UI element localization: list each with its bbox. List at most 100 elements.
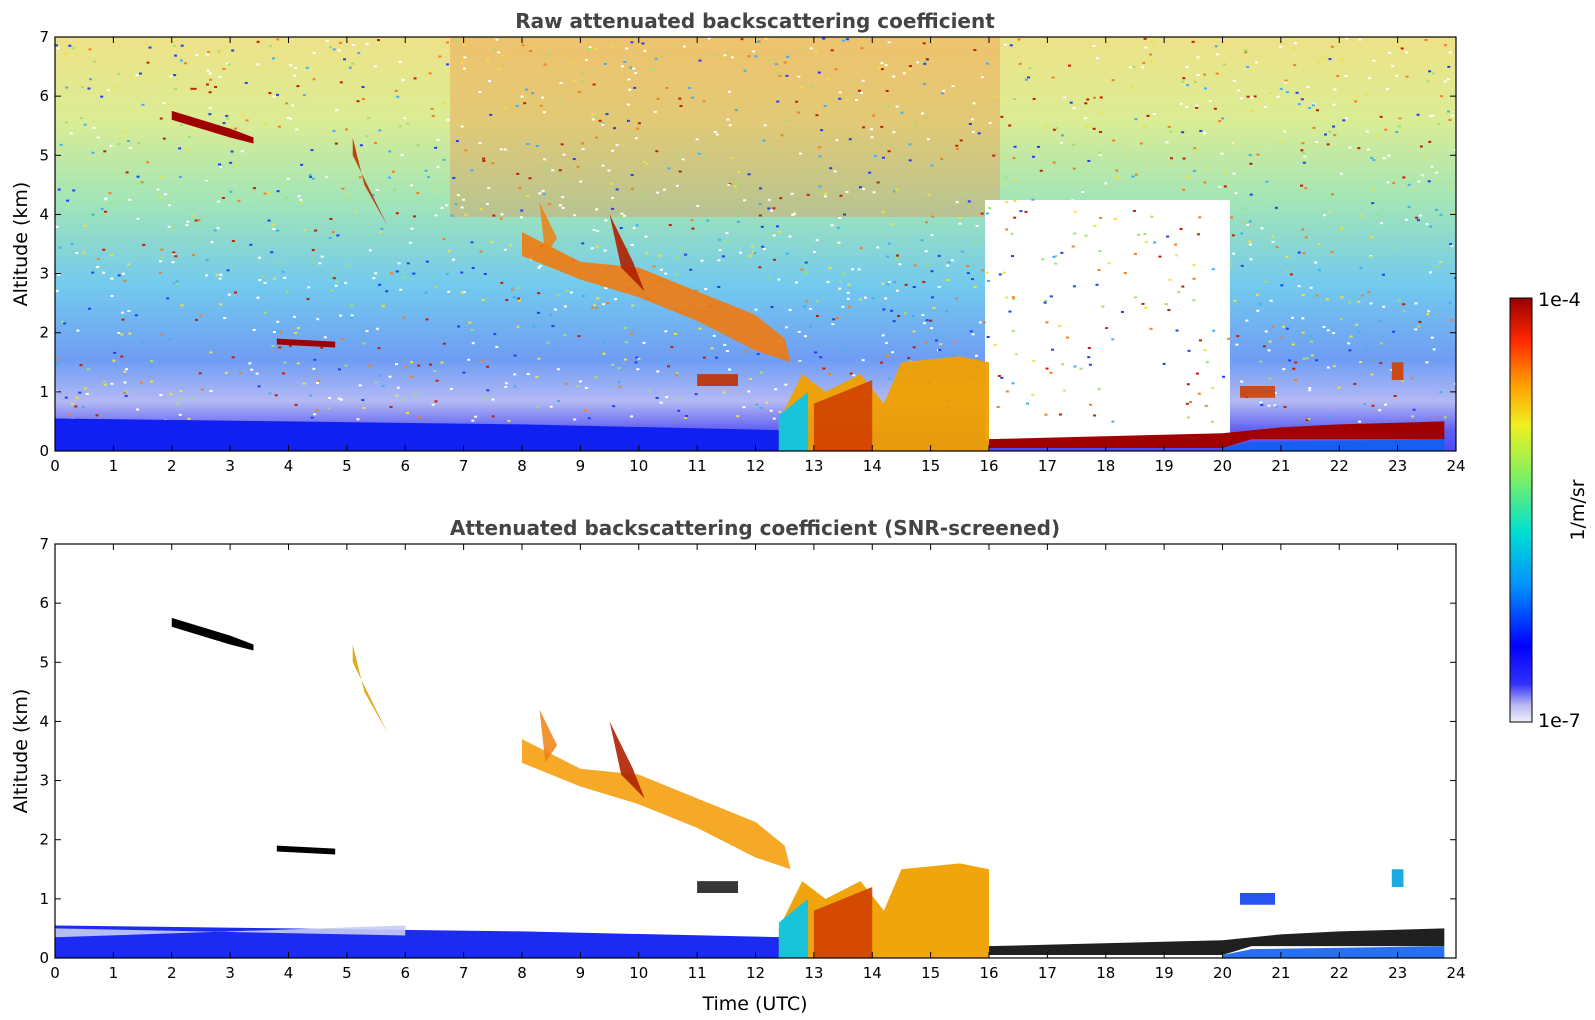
noise-pixel <box>1222 63 1226 66</box>
noise-pixel <box>818 146 822 149</box>
noise-pixel <box>1394 74 1398 77</box>
noise-pixel <box>1039 263 1043 266</box>
noise-pixel <box>1249 162 1253 165</box>
noise-pixel <box>368 249 372 252</box>
layer-streak <box>609 214 645 292</box>
noise-pixel <box>187 135 191 138</box>
noise-pixel <box>698 59 702 62</box>
noise-pixel <box>1086 125 1090 128</box>
noise-pixel <box>598 119 602 122</box>
noise-pixel <box>1428 271 1432 274</box>
noise-pixel <box>819 356 823 359</box>
noise-pixel <box>887 242 891 245</box>
noise-pixel <box>1253 95 1257 98</box>
noise-pixel <box>379 231 383 234</box>
noise-pixel <box>470 328 474 331</box>
noise-pixel <box>1243 221 1247 224</box>
noise-pixel <box>272 95 276 98</box>
noise-pixel <box>769 148 773 151</box>
noise-pixel <box>1284 81 1288 84</box>
noise-pixel <box>892 75 896 78</box>
noise-pixel <box>576 385 580 388</box>
noise-pixel <box>289 117 293 120</box>
noise-pixel <box>1333 88 1337 91</box>
noise-pixel <box>675 256 679 259</box>
noise-pixel <box>767 198 771 201</box>
noise-pixel <box>631 304 635 307</box>
noise-pixel <box>445 41 449 44</box>
noise-pixel <box>1315 109 1319 112</box>
noise-pixel <box>772 234 776 237</box>
noise-pixel <box>1301 294 1305 297</box>
noise-pixel <box>775 225 779 228</box>
noise-pixel <box>1013 145 1017 148</box>
noise-pixel <box>103 150 107 153</box>
noise-pixel <box>136 182 140 185</box>
noise-pixel <box>665 396 669 399</box>
noise-pixel <box>1297 251 1301 254</box>
noise-pixel <box>1204 404 1208 407</box>
noise-pixel <box>620 212 624 215</box>
noise-pixel <box>855 99 859 102</box>
noise-pixel <box>104 210 108 213</box>
noise-pixel <box>618 385 622 388</box>
noise-pixel <box>1040 297 1044 300</box>
noise-pixel <box>663 188 667 191</box>
x-tick-label: 24 <box>1446 964 1465 982</box>
noise-pixel <box>1367 148 1371 151</box>
noise-pixel <box>1003 231 1007 234</box>
noise-pixel <box>1192 264 1196 267</box>
noise-pixel <box>1104 182 1108 185</box>
noise-pixel <box>89 78 93 81</box>
noise-pixel <box>619 226 623 229</box>
noise-pixel <box>388 150 392 153</box>
noise-pixel <box>1192 277 1196 280</box>
noise-pixel <box>1265 180 1269 183</box>
noise-pixel <box>632 67 636 70</box>
noise-pixel <box>718 249 722 252</box>
noise-pixel <box>1135 389 1139 392</box>
noise-pixel <box>803 47 807 50</box>
noise-pixel <box>980 76 984 79</box>
noise-pixel <box>320 255 324 258</box>
noise-pixel <box>178 175 182 178</box>
noise-pixel <box>827 77 831 80</box>
noise-pixel <box>912 286 916 289</box>
noise-pixel <box>1144 46 1148 49</box>
noise-pixel <box>1295 91 1299 94</box>
x-tick-label: 22 <box>1330 964 1349 982</box>
noise-pixel <box>1072 285 1076 288</box>
noise-pixel <box>302 382 306 385</box>
noise-pixel <box>584 59 588 62</box>
noise-pixel <box>546 341 550 344</box>
noise-pixel <box>146 61 150 64</box>
noise-pixel <box>1146 114 1150 117</box>
noise-pixel <box>1416 113 1420 116</box>
noise-pixel <box>1197 392 1201 395</box>
cloud-core <box>813 887 873 958</box>
noise-pixel <box>1244 51 1248 54</box>
noise-pixel <box>551 169 555 172</box>
noise-pixel <box>1026 402 1030 405</box>
noise-pixel <box>747 390 751 393</box>
noise-pixel <box>1164 303 1168 306</box>
noise-pixel <box>79 364 83 367</box>
noise-pixel <box>406 122 410 125</box>
noise-pixel <box>604 287 608 290</box>
noise-pixel <box>222 122 226 125</box>
noise-pixel <box>691 227 695 230</box>
noise-pixel <box>845 99 849 102</box>
noise-pixel <box>643 161 647 164</box>
noise-pixel <box>1101 305 1105 308</box>
noise-pixel <box>1054 262 1058 265</box>
noise-pixel <box>727 183 731 186</box>
noise-pixel <box>470 241 474 244</box>
noise-pixel <box>577 335 581 338</box>
noise-pixel <box>136 175 140 178</box>
noise-pixel <box>800 268 804 271</box>
noise-pixel <box>968 123 972 126</box>
noise-pixel <box>1371 202 1375 205</box>
noise-pixel <box>623 358 627 361</box>
noise-pixel <box>108 192 112 195</box>
noise-pixel <box>737 170 741 173</box>
